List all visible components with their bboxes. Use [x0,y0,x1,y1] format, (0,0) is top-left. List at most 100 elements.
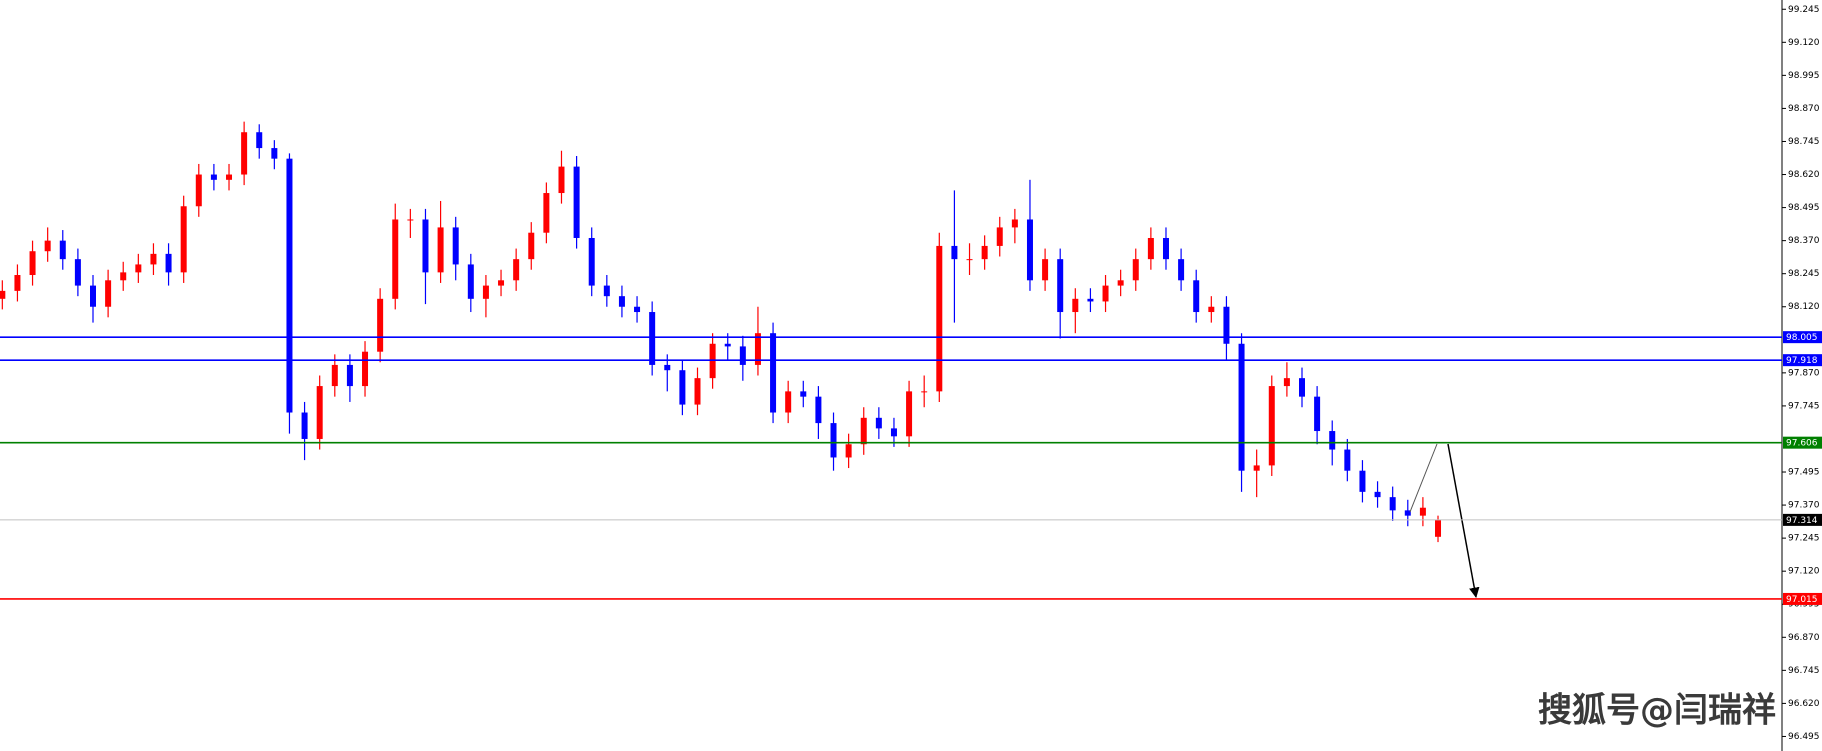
candle-body [603,285,610,297]
candle-body [437,227,444,273]
candle-body [1162,237,1169,260]
candle-body [664,364,671,371]
level-label: 97.015 [1786,595,1818,605]
candle-body [1374,491,1381,498]
candle-body [981,245,988,260]
candle-body [906,391,913,437]
candle-body [44,240,51,252]
level-label: 97.606 [1786,439,1818,449]
candle-body [286,158,293,413]
candle-body [105,280,112,307]
level-label-box [1783,592,1822,605]
candle-body [120,272,127,281]
y-tick-label: 98.245 [1788,269,1820,279]
y-tick-label: 98.495 [1788,203,1820,213]
candle-body [996,227,1003,246]
candle-body [1102,285,1109,302]
candle-body [1314,396,1321,432]
y-tick-label: 98.370 [1788,236,1820,246]
candle-body [573,166,580,238]
candle-body [165,253,172,273]
candle-body [90,285,96,307]
candle-body [135,264,142,273]
candle-body [634,306,641,313]
candle-body [195,174,202,207]
candle-body [377,298,384,352]
candle-body [1359,470,1366,492]
level-label: 97.918 [1786,356,1818,366]
candle-body [890,428,897,437]
candle-body [1147,237,1154,260]
candle-body [226,174,233,180]
candle-body [1419,507,1426,516]
candle-body [1042,259,1049,281]
projection-line [1409,443,1438,513]
candle-body [860,417,867,445]
candle-body [150,253,157,265]
y-tick-label: 97.120 [1788,567,1820,577]
watermark: 搜狐号@闫瑞祥 [1538,691,1776,731]
candle-body [210,174,217,180]
candle-body [1193,280,1200,313]
y-tick-label: 97.495 [1788,468,1820,478]
candle-body [392,219,399,299]
candle-body [845,444,852,458]
candle-body [785,391,792,413]
candle-body [1404,510,1411,516]
candle-body [422,219,429,273]
candle-body [241,132,248,175]
candle-body [59,240,66,260]
candle-body [74,259,81,286]
candle-body [649,312,656,365]
candle-body [1283,378,1290,387]
level-label-box [1783,354,1822,367]
candle-body [0,290,6,299]
y-tick-label: 98.870 [1788,104,1820,114]
y-tick-label: 98.120 [1788,302,1820,312]
candle-body [1178,259,1185,281]
candle-body [679,370,686,405]
candle-body [271,148,278,159]
candle-body [951,245,958,260]
candle-body [1389,497,1396,511]
y-tick-label: 97.370 [1788,501,1820,511]
y-tick-label: 96.620 [1788,699,1820,709]
y-tick-label: 98.620 [1788,170,1820,180]
candle-body [498,280,505,286]
candle-body [29,251,36,276]
y-tick-label: 98.995 [1788,71,1820,81]
candle-body [1117,280,1124,286]
plot-area [0,121,1442,543]
candle-body [1087,298,1094,302]
candle-body [316,386,323,439]
candle-body [936,245,943,392]
candle-body [1011,219,1018,228]
candle-body [301,412,308,439]
y-tick-label: 98.745 [1788,137,1820,147]
candle-body [452,227,459,265]
candle-body [1299,378,1305,397]
candle-body [1057,259,1064,313]
y-tick-label: 97.245 [1788,534,1820,544]
level-label: 98.005 [1786,333,1818,343]
candle-body [800,391,807,397]
candle-body [528,232,535,260]
candle-body [1223,306,1230,344]
y-tick-label: 99.245 [1788,5,1820,15]
candle-body [1344,449,1351,471]
candle-body [543,193,550,233]
candle-body [724,343,731,347]
y-tick-label: 96.745 [1788,666,1820,676]
candle-body [875,417,882,429]
candle-body [1435,519,1442,537]
candle-body [966,259,973,261]
candle-body [770,333,777,413]
candle-body [362,351,369,387]
candle-body [513,259,520,281]
candle-body [331,364,338,387]
candle-body [1329,431,1336,450]
level-label-box [1783,436,1822,449]
y-tick-label: 97.870 [1788,368,1820,378]
candle-body [180,206,187,273]
